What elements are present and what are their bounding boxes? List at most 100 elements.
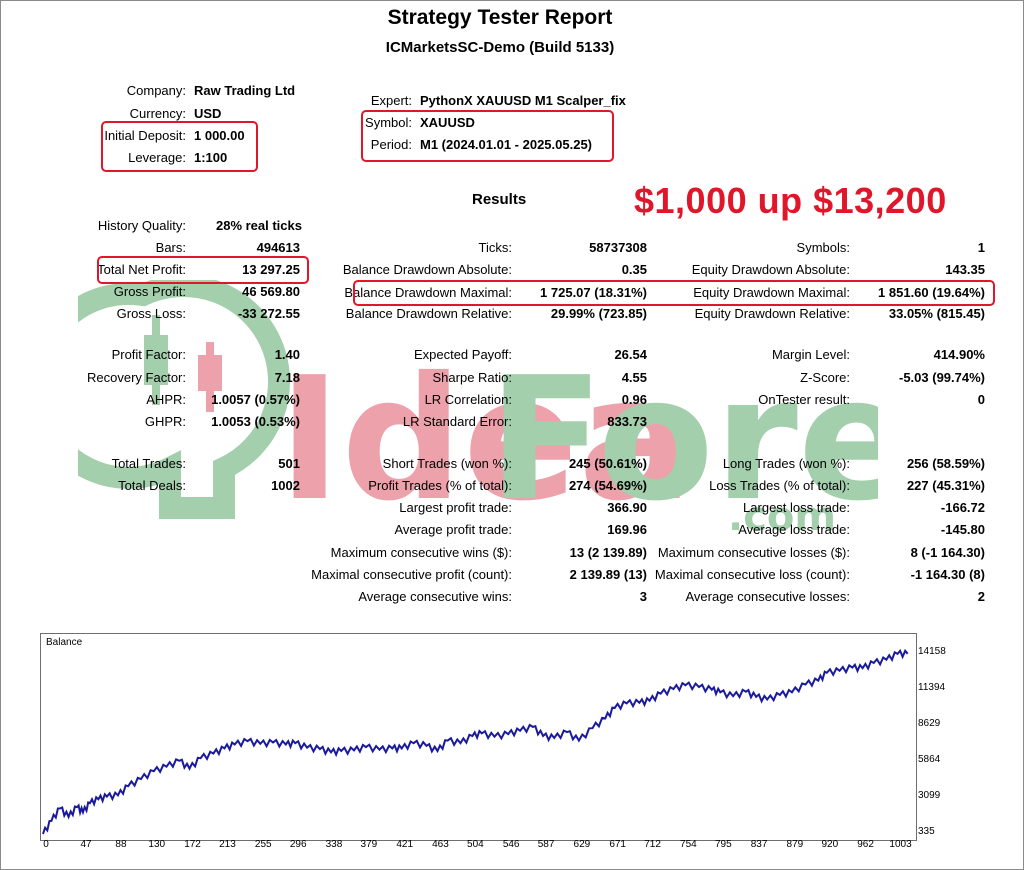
col2-value: 0.96 (621, 392, 647, 407)
col3-value: 33.05% (815.45) (888, 306, 985, 321)
col2-value: 26.54 (614, 347, 647, 362)
col1-label: History Quality: (97, 218, 186, 233)
symbol-value: XAUUSD (420, 115, 475, 130)
x-tick-label: 837 (750, 839, 768, 850)
col2-value: 13 (2 139.89) (569, 545, 647, 560)
col2-value: 0.35 (621, 262, 647, 277)
col1-label: GHPR: (144, 414, 186, 429)
balance-line (42, 648, 909, 835)
col1-label: Profit Factor: (111, 347, 186, 362)
col1-value: 28% real ticks (215, 218, 302, 233)
x-tick-label: 629 (573, 839, 591, 850)
x-tick-label: 338 (325, 839, 343, 850)
company-label: Company: (126, 83, 186, 98)
col1-value: 1.0053 (0.53%) (211, 414, 300, 429)
col2-label: Balance Drawdown Absolute: (342, 262, 512, 277)
col1-label: Total Trades: (111, 456, 186, 471)
col2-value: 4.55 (621, 370, 647, 385)
col2-label: Maximum consecutive wins ($): (330, 545, 512, 560)
col3-label: Loss Trades (% of total): (709, 478, 850, 493)
x-tick-label: 88 (115, 839, 127, 850)
col3-value: 1 851.60 (19.64%) (878, 285, 985, 300)
col3-value: 227 (45.31%) (906, 478, 985, 493)
col2-label: Average consecutive wins: (358, 589, 512, 604)
col2-value: 274 (54.69%) (568, 478, 647, 493)
col2-label: Short Trades (won %): (382, 456, 512, 471)
col2-label: Maximal consecutive profit (count): (311, 567, 512, 582)
y-tick-label: 14158 (918, 645, 946, 657)
x-tick-label: 504 (467, 839, 484, 850)
col3-value: 256 (58.59%) (906, 456, 985, 471)
col2-label: LR Standard Error: (402, 414, 512, 429)
col3-value: -166.72 (940, 500, 985, 515)
col1-label: Total Net Profit: (97, 262, 186, 277)
deposit-value: 1 000.00 (194, 128, 245, 143)
col3-value: 143.35 (945, 262, 985, 277)
col3-value: -5.03 (99.74%) (899, 370, 985, 385)
col3-label: Margin Level: (771, 347, 850, 362)
col3-label: Maximum consecutive losses ($): (657, 545, 850, 560)
col2-value: 833.73 (607, 414, 647, 429)
col3-label: Average loss trade: (738, 522, 850, 537)
x-tick-label: 879 (786, 839, 804, 850)
y-tick-label: 3099 (918, 789, 941, 801)
col3-value: 1 (977, 240, 985, 255)
col2-value: 29.99% (723.85) (550, 306, 647, 321)
col2-value: 366.90 (607, 500, 647, 515)
col2-label: Ticks: (478, 240, 512, 255)
currency-label: Currency: (129, 106, 186, 121)
x-tick-label: 795 (714, 839, 732, 850)
x-tick-label: 671 (609, 839, 626, 850)
col3-label: Symbols: (796, 240, 850, 255)
symbol-label: Symbol: (365, 115, 412, 130)
x-tick-label: 1003 (889, 839, 912, 850)
col1-value: 46 569.80 (242, 284, 300, 299)
expert-value: PythonX XAUUSD M1 Scalper_fix (420, 93, 626, 108)
col2-label: Balance Drawdown Maximal: (344, 285, 512, 300)
drawdown-maximal-highlight (353, 280, 995, 306)
col3-label: Equity Drawdown Relative: (694, 306, 850, 321)
col2-value: 1 725.07 (18.31%) (540, 285, 647, 300)
col1-value: 7.18 (274, 370, 300, 385)
col3-value: -145.80 (940, 522, 985, 537)
col3-label: Long Trades (won %): (722, 456, 850, 471)
x-tick-label: 421 (396, 839, 414, 850)
x-tick-label: 213 (219, 839, 236, 850)
col1-value: 1002 (271, 478, 300, 493)
col3-value: -1 164.30 (8) (910, 567, 985, 582)
col1-label: Gross Profit: (113, 284, 186, 299)
leverage-value: 1:100 (194, 150, 228, 165)
col2-value: 169.96 (607, 522, 647, 537)
report-title: Strategy Tester Report (387, 6, 613, 29)
x-tick-label: 463 (432, 839, 449, 850)
col1-value: 13 297.25 (242, 262, 300, 277)
col3-label: Average consecutive losses: (685, 589, 850, 604)
col1-label: Recovery Factor: (87, 370, 186, 385)
deposit-highlight (101, 121, 258, 172)
results-heading: Results (472, 191, 527, 208)
x-tick-label: 712 (644, 839, 661, 850)
col2-label: Profit Trades (% of total): (368, 478, 512, 493)
col3-value: 0 (977, 392, 985, 407)
x-tick-label: 130 (148, 839, 166, 850)
col2-value: 2 139.89 (13) (569, 567, 647, 582)
promo-text: $1,000 up $13,200 (634, 180, 947, 221)
col1-value: 1.40 (274, 347, 300, 362)
col3-label: Z-Score: (800, 370, 850, 385)
x-tick-label: 296 (289, 839, 307, 850)
y-tick-label: 11394 (918, 681, 946, 693)
col3-label: Equity Drawdown Absolute: (691, 262, 850, 277)
col2-label: Average profit trade: (394, 522, 512, 537)
balance-chart: Balance (40, 633, 917, 841)
col2-label: Expected Payoff: (413, 347, 512, 362)
period-value: M1 (2024.01.01 - 2025.05.25) (420, 137, 593, 152)
col1-label: Gross Loss: (116, 306, 186, 321)
leverage-label: Leverage: (128, 150, 186, 165)
chart-title: Balance (46, 637, 83, 648)
col2-value: 245 (50.61%) (568, 456, 647, 471)
x-tick-label: 754 (680, 839, 697, 850)
y-tick-label: 8629 (918, 717, 941, 729)
symbol-period-highlight (361, 110, 614, 162)
report-subtitle: ICMarketsSC-Demo (Build 5133) (385, 39, 615, 56)
x-tick-label: 546 (502, 839, 520, 850)
